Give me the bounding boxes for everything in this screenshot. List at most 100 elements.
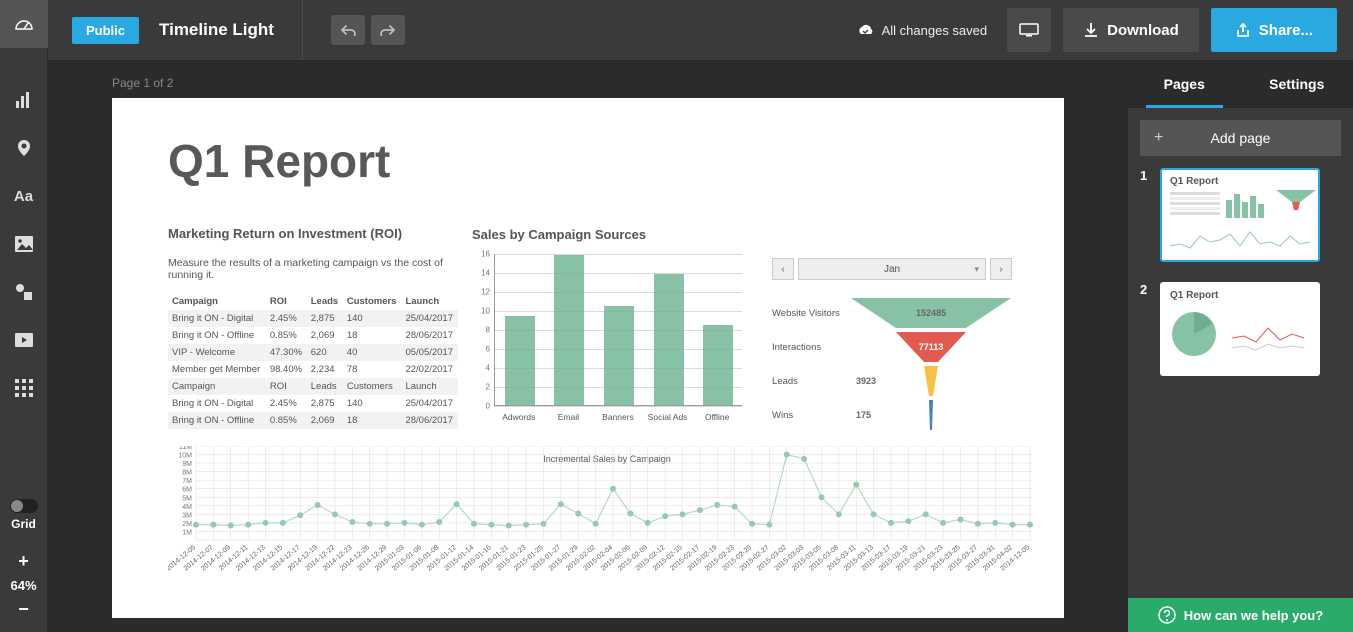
- funnel-row: Leads3923: [772, 364, 1012, 398]
- tool-dashboard[interactable]: [0, 0, 48, 48]
- page-thumbnail[interactable]: Q1 Report: [1160, 282, 1320, 376]
- bar-ytick: 6: [472, 345, 490, 354]
- table-row: Bring it ON - Offline0.85%2,0691828/06/2…: [168, 412, 458, 429]
- funnel-row: Wins175: [772, 398, 1012, 432]
- month-dropdown[interactable]: Jan: [798, 258, 986, 280]
- bar-chart: Incremental Sales by Campaign 0246810121…: [472, 254, 742, 434]
- funnel-row: Website Visitors152485: [772, 296, 1012, 330]
- page-title: Q1 Report: [112, 98, 1064, 194]
- tab-settings[interactable]: Settings: [1241, 60, 1353, 108]
- roi-heading: Marketing Return on Investment (ROI): [168, 226, 458, 241]
- bar-xlabel: Social Ads: [648, 412, 688, 422]
- svg-text:2M: 2M: [182, 521, 192, 528]
- bar-ytick: 12: [472, 288, 490, 297]
- thumb-number: 1: [1140, 168, 1150, 262]
- help-bar[interactable]: How can we help you?: [1128, 598, 1353, 632]
- bar-ytick: 0: [472, 402, 490, 411]
- download-icon: [1083, 22, 1099, 38]
- roi-sub: Measure the results of a marketing campa…: [168, 257, 458, 281]
- table-row: Bring it ON - Digital2.45%2,87514025/04/…: [168, 310, 458, 327]
- bar: [703, 325, 733, 405]
- canvas-area: Page 1 of 2 Q1 Report Marketing Return o…: [48, 60, 1128, 632]
- save-status: All changes saved: [856, 23, 988, 38]
- plus-icon: +: [1154, 129, 1163, 147]
- svg-text:11M: 11M: [179, 446, 192, 451]
- share-button[interactable]: Share...: [1211, 8, 1337, 52]
- bar-ytick: 8: [472, 326, 490, 335]
- thumb-item: 1Q1 Report: [1140, 168, 1341, 262]
- roi-table: CampaignROILeadsCustomersLaunch Bring it…: [168, 293, 458, 429]
- thumb-item: 2Q1 Report: [1140, 282, 1341, 376]
- svg-text:7M: 7M: [182, 478, 192, 485]
- bar-ytick: 16: [472, 250, 490, 259]
- page-canvas[interactable]: Q1 Report Marketing Return on Investment…: [112, 98, 1064, 618]
- tool-video[interactable]: [0, 316, 48, 364]
- bar-block: Sales by Campaign Sources Incremental Sa…: [472, 226, 752, 434]
- thumb-number: 2: [1140, 282, 1150, 376]
- svg-text:10M: 10M: [178, 453, 192, 460]
- svg-text:8M: 8M: [182, 470, 192, 477]
- funnel-block: ‹ Jan › Website Visitors152485Interactio…: [772, 258, 1012, 432]
- help-icon: [1158, 606, 1176, 624]
- roi-col: Customers: [343, 293, 402, 310]
- table-row: VIP - Welcome47.30%6204005/05/2017: [168, 344, 458, 361]
- svg-text:5M: 5M: [182, 495, 192, 502]
- bar-ytick: 10: [472, 307, 490, 316]
- bar-xlabel: Adwords: [502, 412, 535, 422]
- public-button[interactable]: Public: [72, 17, 139, 44]
- roi-col: Campaign: [168, 293, 266, 310]
- svg-text:1M: 1M: [182, 529, 192, 536]
- tool-image[interactable]: [0, 220, 48, 268]
- preview-button[interactable]: [1007, 8, 1051, 52]
- share-icon: [1235, 22, 1251, 38]
- zoom-level: 64%: [10, 578, 36, 593]
- topbar: Public Timeline Light All changes saved …: [0, 0, 1353, 60]
- roi-block: Marketing Return on Investment (ROI) Mea…: [168, 226, 458, 429]
- month-selector: ‹ Jan ›: [772, 258, 1012, 280]
- roi-col: ROI: [266, 293, 307, 310]
- line-chart: 1M2M3M4M5M6M7M8M9M10M11M2014-12-052014-1…: [168, 446, 1034, 576]
- doc-title-header: Timeline Light: [159, 20, 274, 40]
- undo-button[interactable]: [331, 15, 365, 45]
- redo-button[interactable]: [371, 15, 405, 45]
- roi-col: Leads: [307, 293, 343, 310]
- svg-text:4M: 4M: [182, 504, 192, 511]
- page-indicator: Page 1 of 2: [48, 60, 1128, 90]
- bar-xlabel: Offline: [705, 412, 729, 422]
- table-row: CampaignROILeadsCustomersLaunch: [168, 378, 458, 395]
- bar: [604, 306, 634, 405]
- roi-col: Launch: [401, 293, 458, 310]
- svg-text:6M: 6M: [182, 487, 192, 494]
- table-row: Bring it ON - Offline0.85%2,0691828/06/2…: [168, 327, 458, 344]
- left-sidebar: Aa Grid + 64% −: [0, 0, 48, 632]
- right-panel: Pages Settings + Add page 1Q1 Report 2Q1…: [1128, 60, 1353, 632]
- tool-grid[interactable]: [0, 364, 48, 412]
- grid-label: Grid: [11, 517, 36, 531]
- page-thumbnail[interactable]: Q1 Report: [1160, 168, 1320, 262]
- tool-text[interactable]: Aa: [0, 172, 48, 220]
- tab-pages[interactable]: Pages: [1128, 60, 1241, 108]
- add-page-button[interactable]: + Add page: [1140, 120, 1341, 156]
- download-button[interactable]: Download: [1063, 8, 1199, 52]
- svg-text:3M: 3M: [182, 512, 192, 519]
- funnel-row: Interactions77113: [772, 330, 1012, 364]
- grid-toggle[interactable]: Grid: [10, 499, 38, 531]
- tool-shapes[interactable]: [0, 268, 48, 316]
- zoom-out[interactable]: −: [18, 599, 29, 620]
- bar-heading: Sales by Campaign Sources: [472, 227, 646, 242]
- bar-ytick: 4: [472, 364, 490, 373]
- month-prev[interactable]: ‹: [772, 258, 794, 280]
- bar: [654, 274, 684, 405]
- zoom-in[interactable]: +: [18, 551, 29, 572]
- month-next[interactable]: ›: [990, 258, 1012, 280]
- tool-chart[interactable]: [0, 76, 48, 124]
- svg-text:9M: 9M: [182, 461, 192, 468]
- bar-ytick: 14: [472, 269, 490, 278]
- line-block: 1M2M3M4M5M6M7M8M9M10M11M2014-12-052014-1…: [168, 446, 1034, 596]
- bar-xlabel: Email: [558, 412, 579, 422]
- bar-xlabel: Banners: [602, 412, 634, 422]
- table-row: Member get Member98.40%2,2347822/02/2017: [168, 361, 458, 378]
- cloud-saved-icon: [856, 23, 874, 37]
- tool-map[interactable]: [0, 124, 48, 172]
- table-row: Bring it ON - Digital2.45%2,87514025/04/…: [168, 395, 458, 412]
